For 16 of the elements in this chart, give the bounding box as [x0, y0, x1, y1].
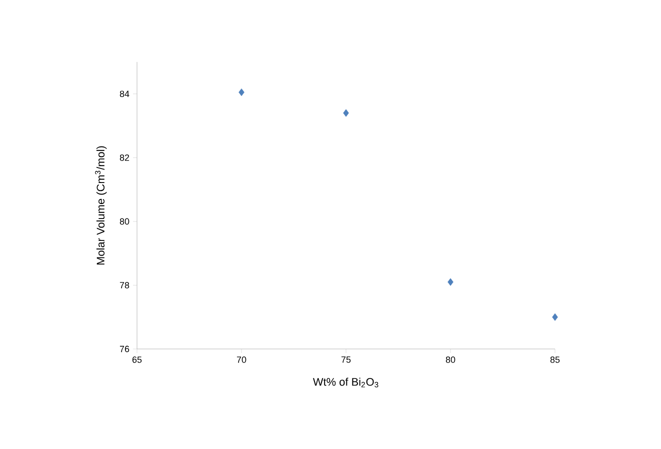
y-tick-label: 76 — [120, 346, 130, 352]
y-tick-label: 84 — [120, 90, 130, 98]
point — [448, 278, 454, 286]
point — [238, 88, 244, 96]
x-tick-label: 85 — [550, 356, 560, 363]
point — [343, 109, 349, 117]
x-tick-label: 70 — [236, 356, 246, 363]
point — [552, 313, 558, 321]
y-axis-title: Molar Volume (Cm$^{3}$/mol) — [95, 146, 107, 265]
x-tick-label: 75 — [341, 356, 351, 363]
y-tick-label: 80 — [120, 218, 130, 225]
x-tick-label: 65 — [132, 356, 142, 363]
y-tick-label: 82 — [120, 154, 130, 161]
x-axis-title: Wt% of Bi$_{2}$O$_{3}$ — [312, 378, 378, 388]
y-tick-label: 78 — [120, 282, 130, 288]
x-tick-label: 80 — [446, 356, 456, 363]
